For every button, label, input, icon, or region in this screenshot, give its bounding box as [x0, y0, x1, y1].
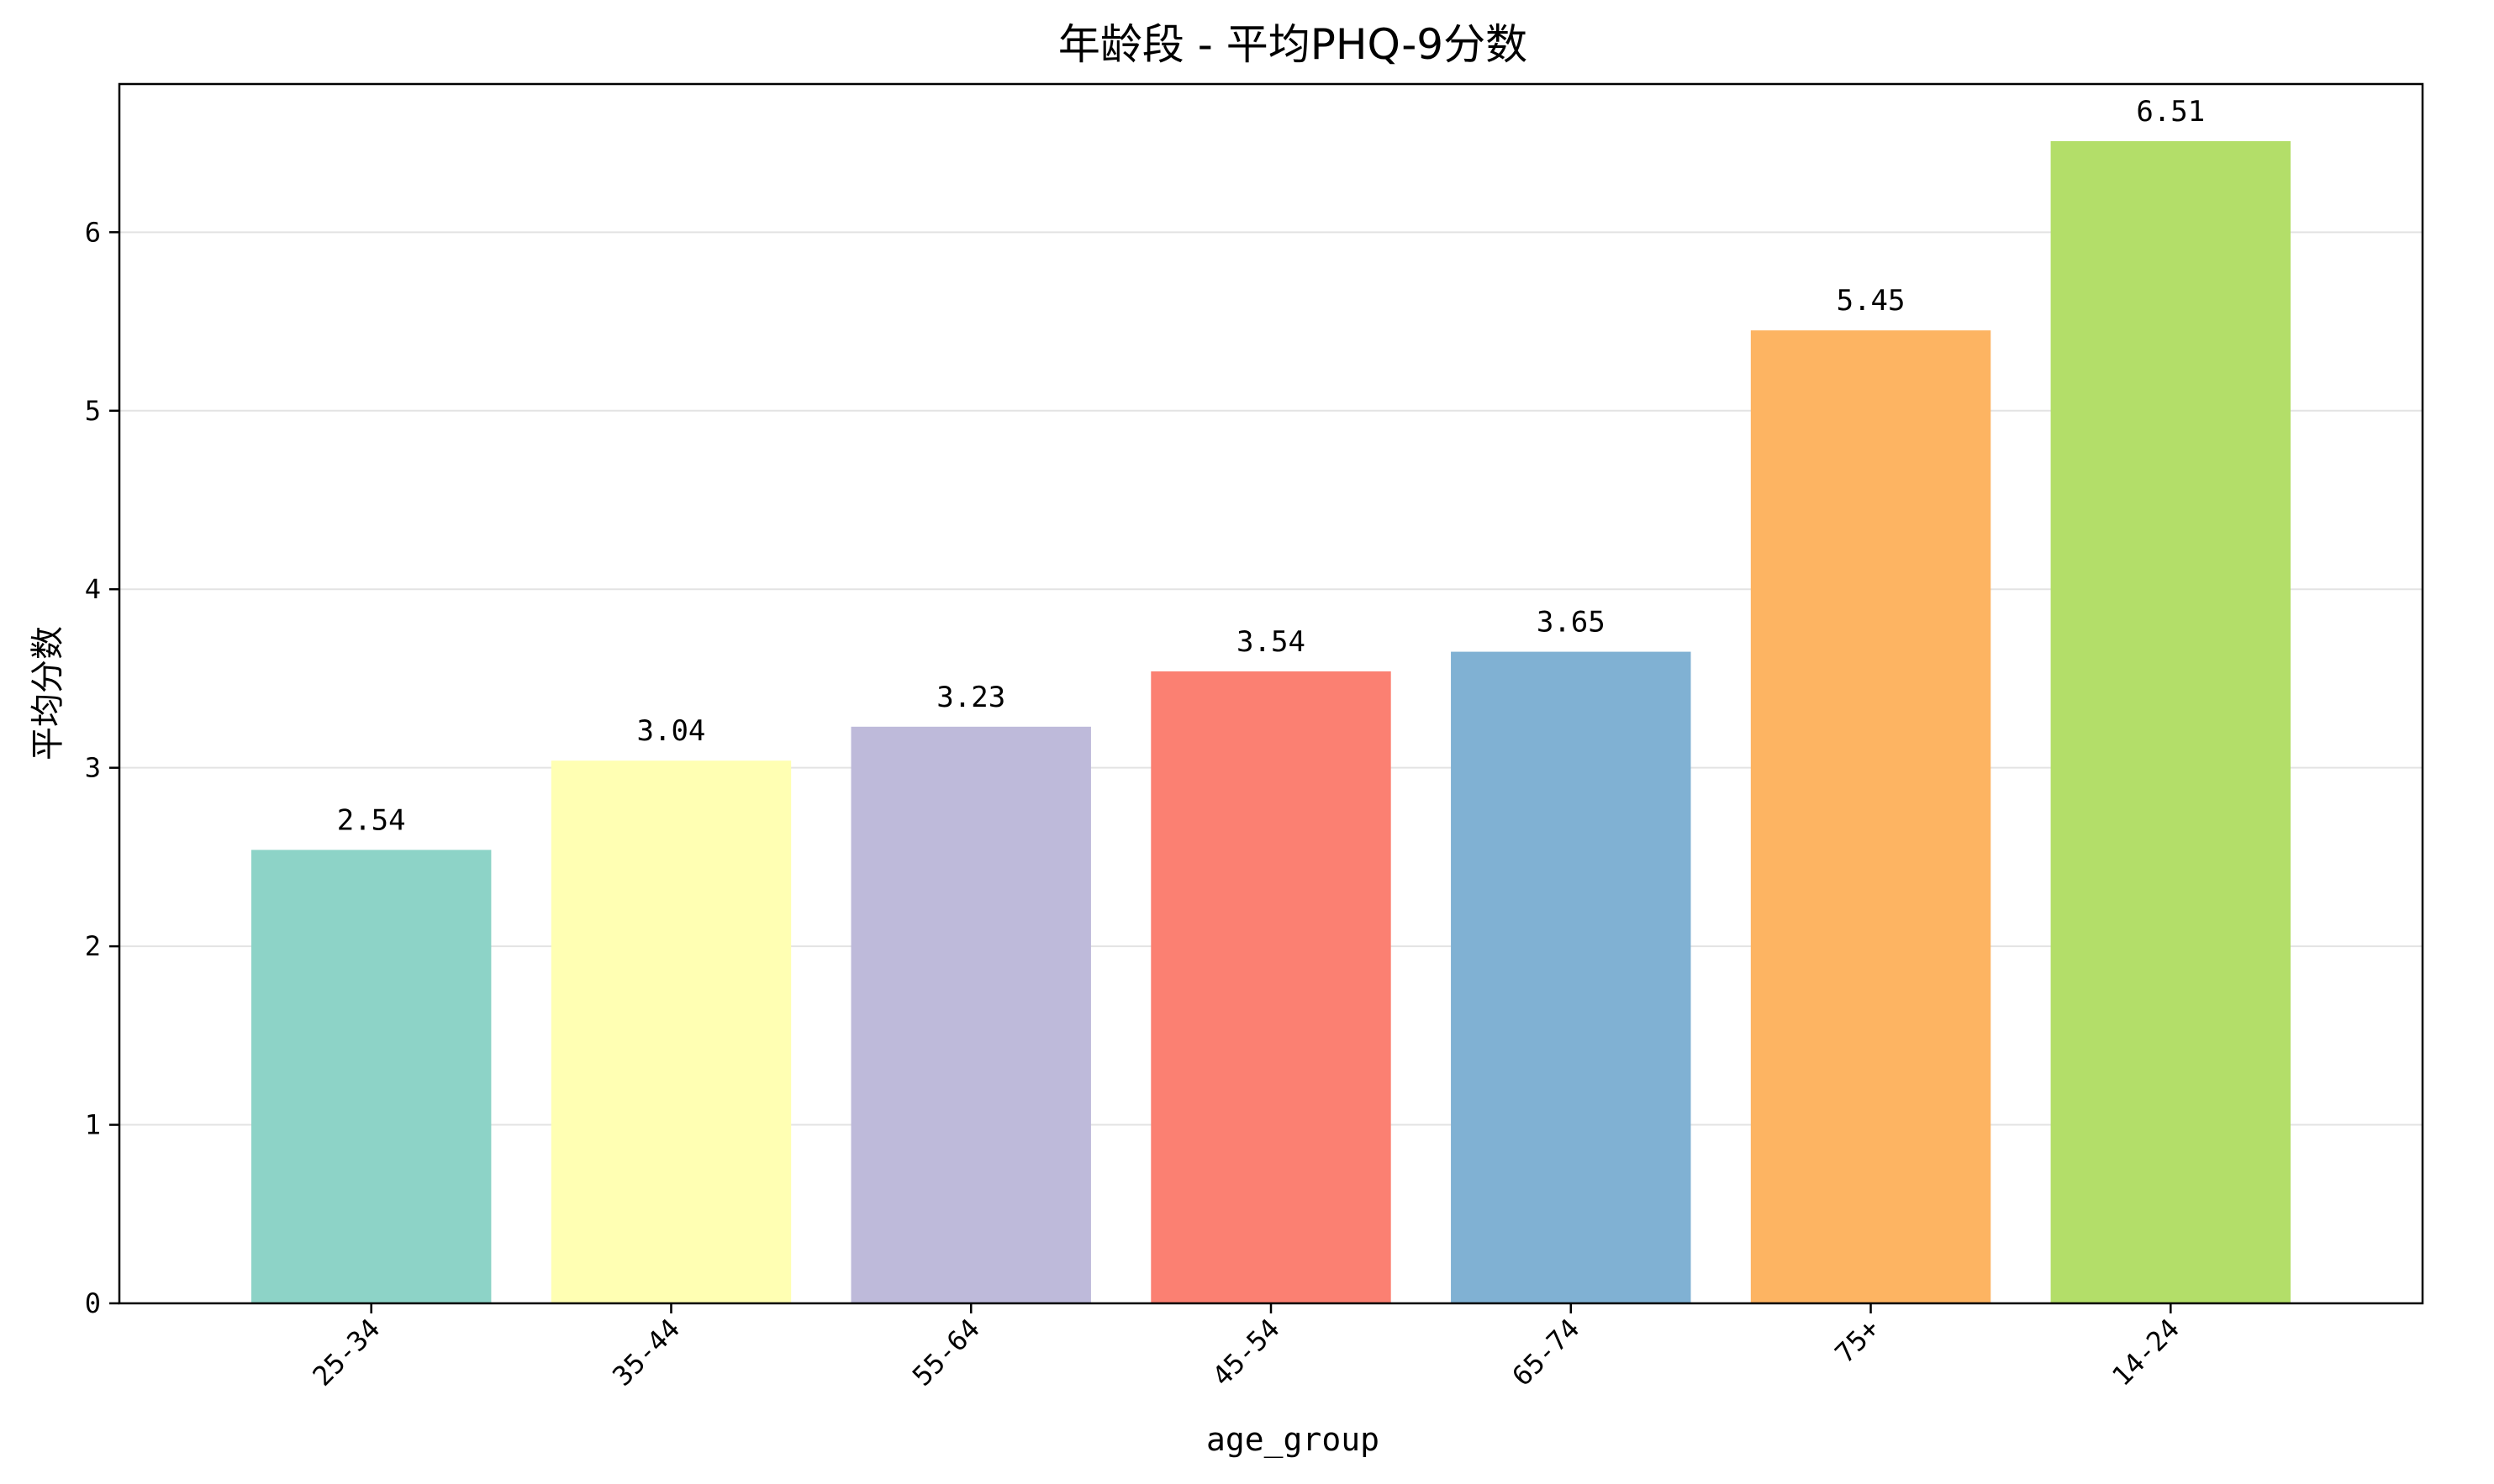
data-label: 3.04: [637, 714, 706, 748]
y-tick-label: 2: [85, 930, 101, 962]
bar: [2050, 140, 2291, 1304]
y-tick-label: 6: [85, 216, 101, 248]
bars: [250, 140, 2291, 1304]
data-label: 3.54: [1236, 625, 1305, 659]
bar: [250, 850, 492, 1303]
y-tick-label: 4: [85, 573, 101, 605]
bar: [1750, 330, 1991, 1304]
y-axis-label: 平均分数: [29, 626, 67, 760]
x-tick-label: 35-44: [606, 1313, 686, 1392]
x-tick-label: 75+: [1828, 1313, 1885, 1370]
y-axis-ticks: 0 1 2 3 4 5 6: [85, 216, 119, 1319]
data-labels: 2.54 3.04 3.23 3.54 3.65 5.45 6.51: [337, 95, 2206, 837]
x-tick-label: 45-54: [1206, 1313, 1286, 1392]
data-label: 6.51: [2136, 95, 2205, 129]
y-tick-label: 5: [85, 395, 101, 427]
y-tick-label: 3: [85, 752, 101, 784]
data-label: 3.23: [936, 681, 1005, 714]
x-axis-label: age_group: [1206, 1421, 1379, 1459]
x-axis-ticks: 25-34 35-44 55-64 45-54 65-74 75+ 14-24: [306, 1303, 2186, 1392]
x-tick-label: 65-74: [1505, 1313, 1585, 1392]
bar: [851, 726, 1091, 1303]
bar: [1451, 651, 1691, 1303]
data-label: 3.65: [1537, 606, 1606, 639]
x-tick-label: 14-24: [2106, 1313, 2186, 1392]
data-label: 2.54: [337, 803, 406, 837]
y-tick-label: 1: [85, 1109, 101, 1141]
x-tick-label: 55-64: [906, 1313, 986, 1392]
y-tick-label: 0: [85, 1287, 101, 1319]
chart-title: 年龄段 - 平均PHQ-9分数: [1058, 20, 1527, 69]
data-label: 5.45: [1837, 284, 1906, 318]
x-tick-label: 25-34: [306, 1313, 386, 1392]
bar: [551, 760, 792, 1303]
bar: [1151, 671, 1391, 1303]
